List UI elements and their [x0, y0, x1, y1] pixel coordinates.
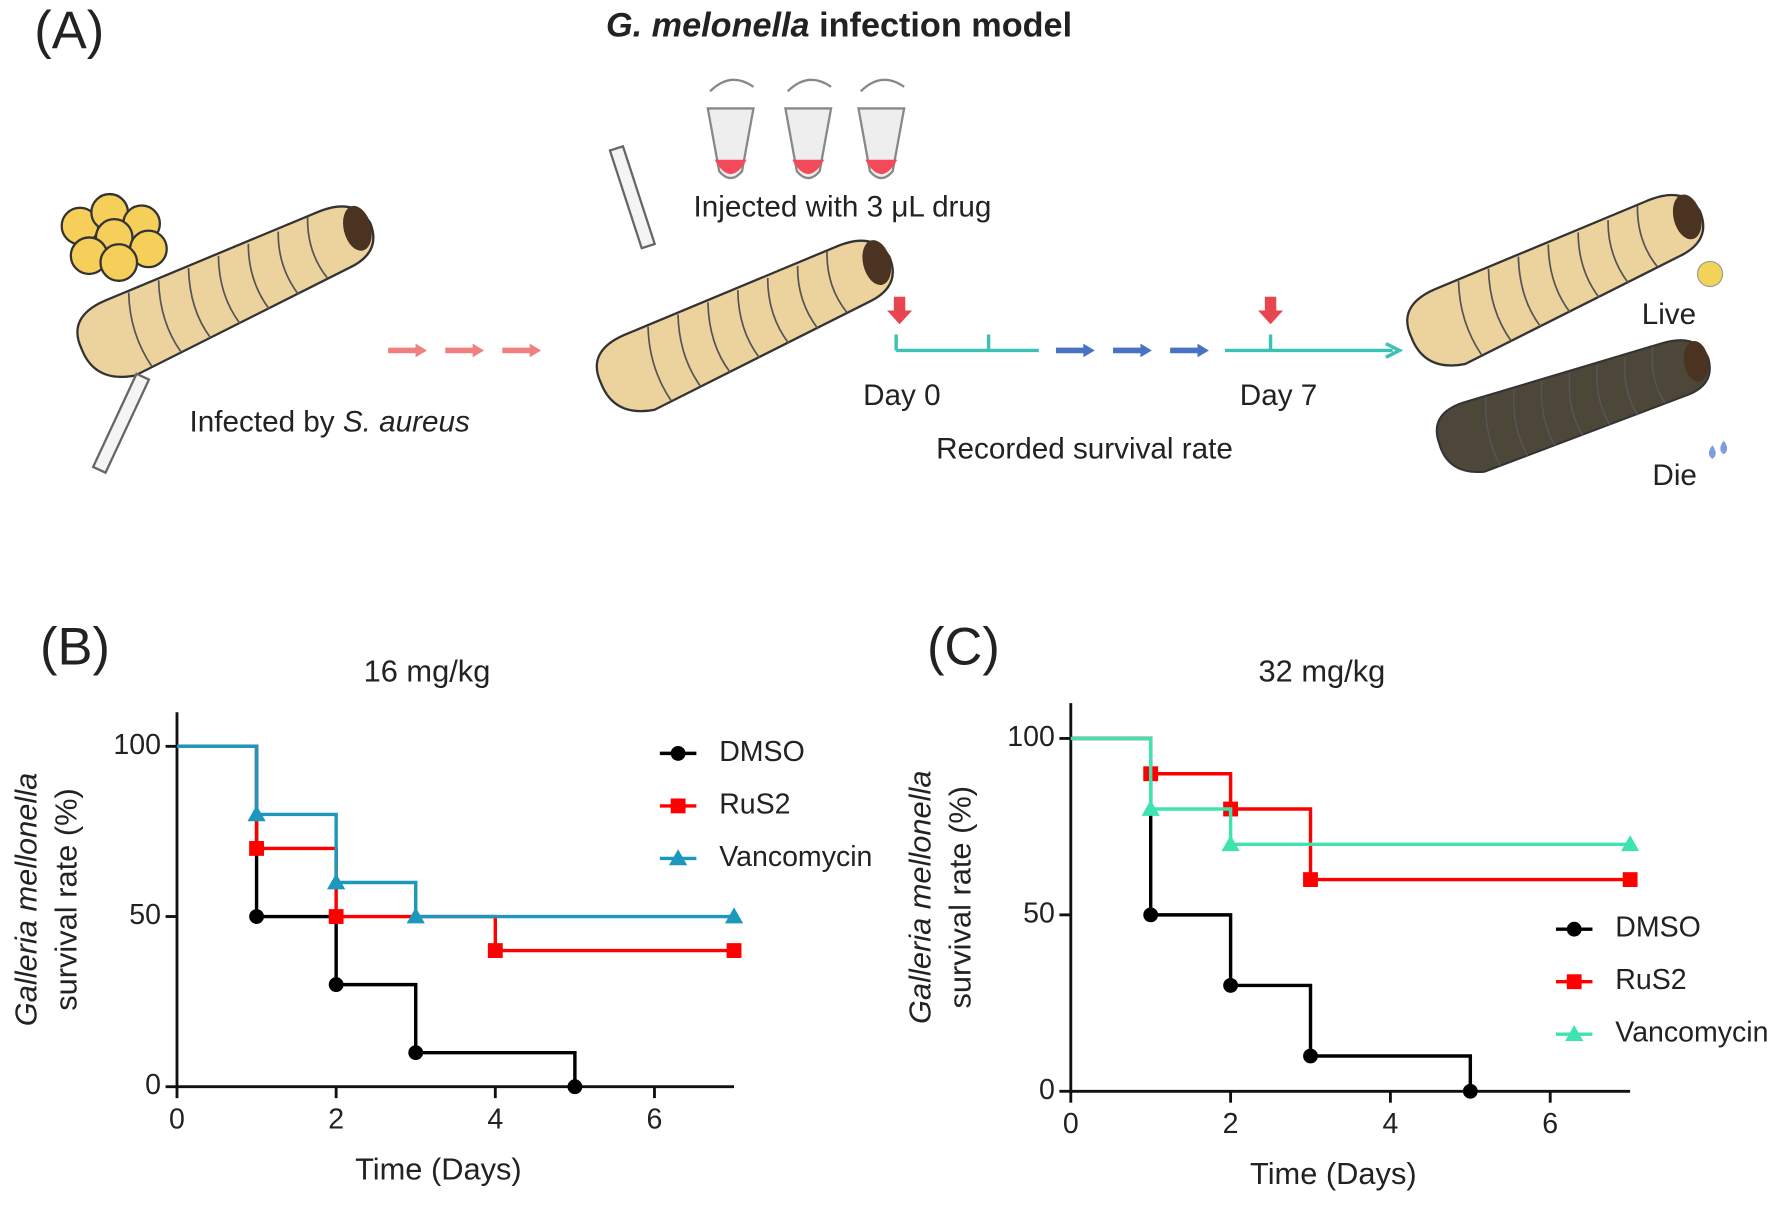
- label: Day 0: [863, 379, 940, 412]
- panel-label: (C): [927, 618, 1000, 677]
- panel-label: (B): [40, 618, 110, 677]
- legend-label: Vancomycin: [1615, 1017, 1768, 1049]
- marker: [1141, 799, 1160, 816]
- x-axis-label: Time (Days): [1250, 1156, 1417, 1191]
- arrows: [388, 343, 542, 358]
- label: Infected by S. aureus: [190, 405, 470, 438]
- marker: [327, 873, 346, 890]
- legend-marker: [1566, 921, 1582, 937]
- tubes: [706, 78, 906, 180]
- marker: [726, 943, 742, 958]
- x-tick-label: 4: [487, 1103, 503, 1135]
- y-axis-label: Galleria mellonella: [903, 770, 938, 1023]
- label: Live: [1642, 298, 1696, 331]
- legend-label: DMSO: [719, 736, 805, 768]
- x-tick-label: 2: [328, 1103, 344, 1135]
- bacteria: [60, 192, 168, 282]
- y-tick-label: 0: [1039, 1074, 1055, 1106]
- y-axis-label: survival rate (%): [49, 788, 84, 1011]
- x-tick-label: 0: [169, 1103, 185, 1135]
- marker: [1462, 1083, 1478, 1099]
- legend-marker: [1565, 1025, 1584, 1042]
- marker: [328, 909, 344, 924]
- marker: [249, 841, 264, 856]
- drops: [1708, 440, 1728, 459]
- y-tick-label: 50: [129, 899, 161, 931]
- x-tick-label: 6: [1542, 1108, 1558, 1140]
- label: Day 7: [1240, 379, 1317, 412]
- panel-label: (A): [34, 1, 104, 60]
- marker: [406, 907, 425, 924]
- marker: [247, 805, 266, 822]
- marker: [1303, 872, 1318, 888]
- arrows: [1055, 343, 1209, 358]
- timeline: [894, 334, 1404, 359]
- x-axis-label: Time (Days): [355, 1151, 522, 1186]
- marker: [1143, 907, 1159, 923]
- legend-label: Vancomycin: [719, 841, 872, 873]
- y-tick-label: 0: [145, 1069, 161, 1101]
- chart-title: 32 mg/kg: [1259, 654, 1386, 689]
- y-tick-label: 50: [1023, 897, 1055, 929]
- marker: [328, 977, 344, 993]
- marker: [249, 909, 264, 924]
- x-tick-label: 4: [1382, 1108, 1398, 1140]
- label: Die: [1652, 459, 1697, 492]
- marker: [487, 943, 503, 958]
- y-axis-label: survival rate (%): [942, 786, 977, 1009]
- marker: [1223, 978, 1239, 993]
- syringe: [91, 144, 657, 475]
- legend-label: RuS2: [1615, 964, 1686, 996]
- legend-marker: [1566, 974, 1582, 990]
- marker: [1622, 872, 1638, 888]
- smiley: [1696, 260, 1724, 288]
- marker: [1621, 835, 1640, 852]
- legend-marker: [670, 745, 686, 761]
- diagram-title: G. melonella infection model: [606, 6, 1072, 44]
- y-tick-label: 100: [113, 729, 161, 761]
- legend-marker: [668, 849, 688, 866]
- x-tick-label: 2: [1223, 1108, 1239, 1140]
- legend-label: RuS2: [719, 788, 790, 820]
- y-tick-label: 100: [1007, 721, 1055, 753]
- label: Injected with 3 μL drug: [694, 191, 992, 224]
- label: Recorded survival rate: [936, 433, 1233, 466]
- legend-marker: [670, 798, 686, 814]
- step-line: [1070, 736, 1473, 1092]
- chart-title: 16 mg/kg: [364, 654, 491, 689]
- x-tick-label: 6: [647, 1103, 663, 1135]
- marker: [724, 907, 744, 924]
- y-axis-label: Galleria mellonella: [9, 773, 44, 1026]
- marker-arrows: [887, 296, 1284, 325]
- marker: [567, 1079, 583, 1095]
- x-tick-label: 0: [1063, 1108, 1079, 1140]
- step-line: [176, 744, 735, 919]
- marker: [1303, 1048, 1318, 1064]
- legend-label: DMSO: [1615, 912, 1701, 944]
- marker: [408, 1045, 424, 1061]
- marker: [1221, 835, 1240, 852]
- step-line: [1070, 736, 1631, 847]
